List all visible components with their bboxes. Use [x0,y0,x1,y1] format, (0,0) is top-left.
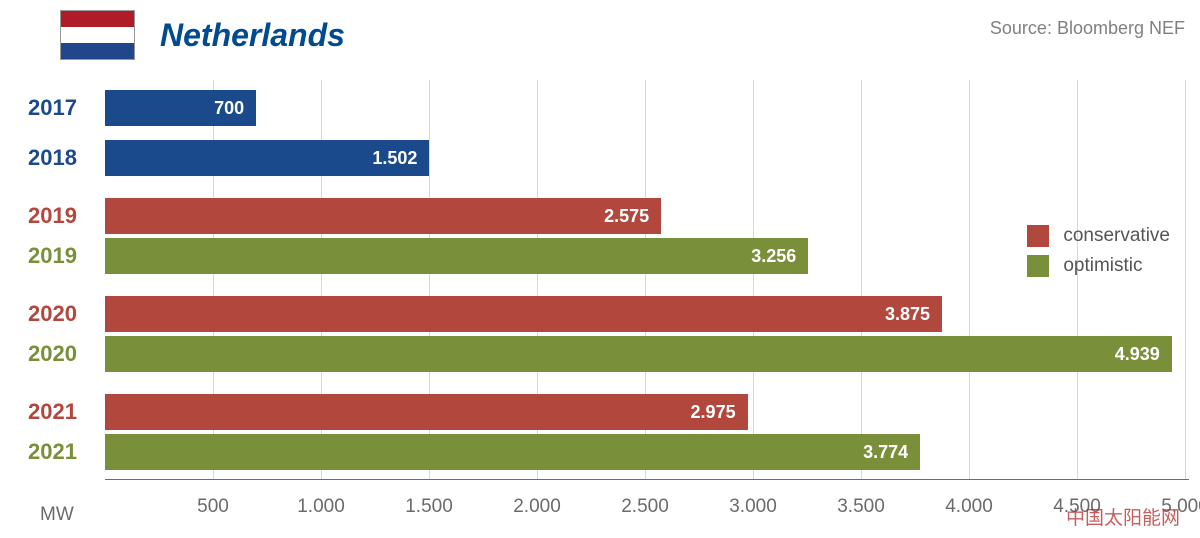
source-label: Source: Bloomberg NEF [990,18,1185,39]
y-axis-year-label: 2018 [0,140,77,176]
watermark: 中国太阳能网 [1066,503,1180,530]
flag-stripe-red [61,11,134,27]
bar-conservative: 2.575 [105,198,661,234]
legend: conservative optimistic [1027,225,1170,285]
y-axis-year-label: 2019 [0,198,77,234]
y-axis-year-label: 2020 [0,336,77,372]
chart-container: Netherlands Source: Bloomberg NEF 201770… [0,0,1200,538]
bar-conservative: 2.975 [105,394,748,430]
bar-row: 1.502 [105,140,429,176]
x-tick: 2.000 [513,496,561,518]
y-axis-year-label: 2021 [0,394,77,430]
bar-value-label: 3.875 [885,304,942,325]
header: Netherlands [60,10,345,60]
y-axis-year-label: 2020 [0,296,77,332]
bar-optimistic: 3.256 [105,238,808,274]
bar-row: 3.875 [105,296,942,332]
gridline [1185,80,1186,480]
x-tick: 1.500 [405,496,453,518]
bar-historical: 1.502 [105,140,429,176]
bar-optimistic: 3.774 [105,434,920,470]
y-axis-year-label: 2017 [0,90,77,126]
flag-stripe-white [61,27,134,43]
bar-row: 3.256 [105,238,808,274]
x-axis-unit: MW [40,504,74,526]
chart-title: Netherlands [160,17,345,54]
legend-swatch [1027,255,1049,277]
legend-label: conservative [1063,225,1170,247]
bar-value-label: 700 [214,98,256,119]
x-tick: 3.000 [729,496,777,518]
legend-item: conservative [1027,225,1170,247]
bar-value-label: 1.502 [372,148,429,169]
bar-row: 2.575 [105,198,661,234]
x-tick: 1.000 [297,496,345,518]
bar-row: 700 [105,90,256,126]
x-tick: 4.000 [945,496,993,518]
y-axis-year-label: 2021 [0,434,77,470]
bar-value-label: 4.939 [1115,344,1172,365]
x-tick: 3.500 [837,496,885,518]
bar-value-label: 2.975 [691,402,748,423]
flag-netherlands [60,10,135,60]
x-axis-baseline [105,479,1189,480]
bar-row: 4.939 [105,336,1172,372]
y-axis-year-label: 2019 [0,238,77,274]
legend-swatch [1027,225,1049,247]
flag-stripe-blue [61,43,134,59]
bar-value-label: 2.575 [604,206,661,227]
bar-historical: 700 [105,90,256,126]
bar-conservative: 3.875 [105,296,942,332]
x-tick: 2.500 [621,496,669,518]
x-axis: 5001.0001.5002.0002.5003.0003.5004.0004.… [105,496,1185,526]
bar-row: 3.774 [105,434,920,470]
bar-optimistic: 4.939 [105,336,1172,372]
x-tick: 500 [197,496,229,518]
bar-row: 2.975 [105,394,748,430]
plot-area: 201770020181.50220192.57520193.25620203.… [105,80,1185,480]
legend-label: optimistic [1063,255,1142,277]
bar-value-label: 3.774 [863,442,920,463]
legend-item: optimistic [1027,255,1170,277]
bar-value-label: 3.256 [751,246,808,267]
